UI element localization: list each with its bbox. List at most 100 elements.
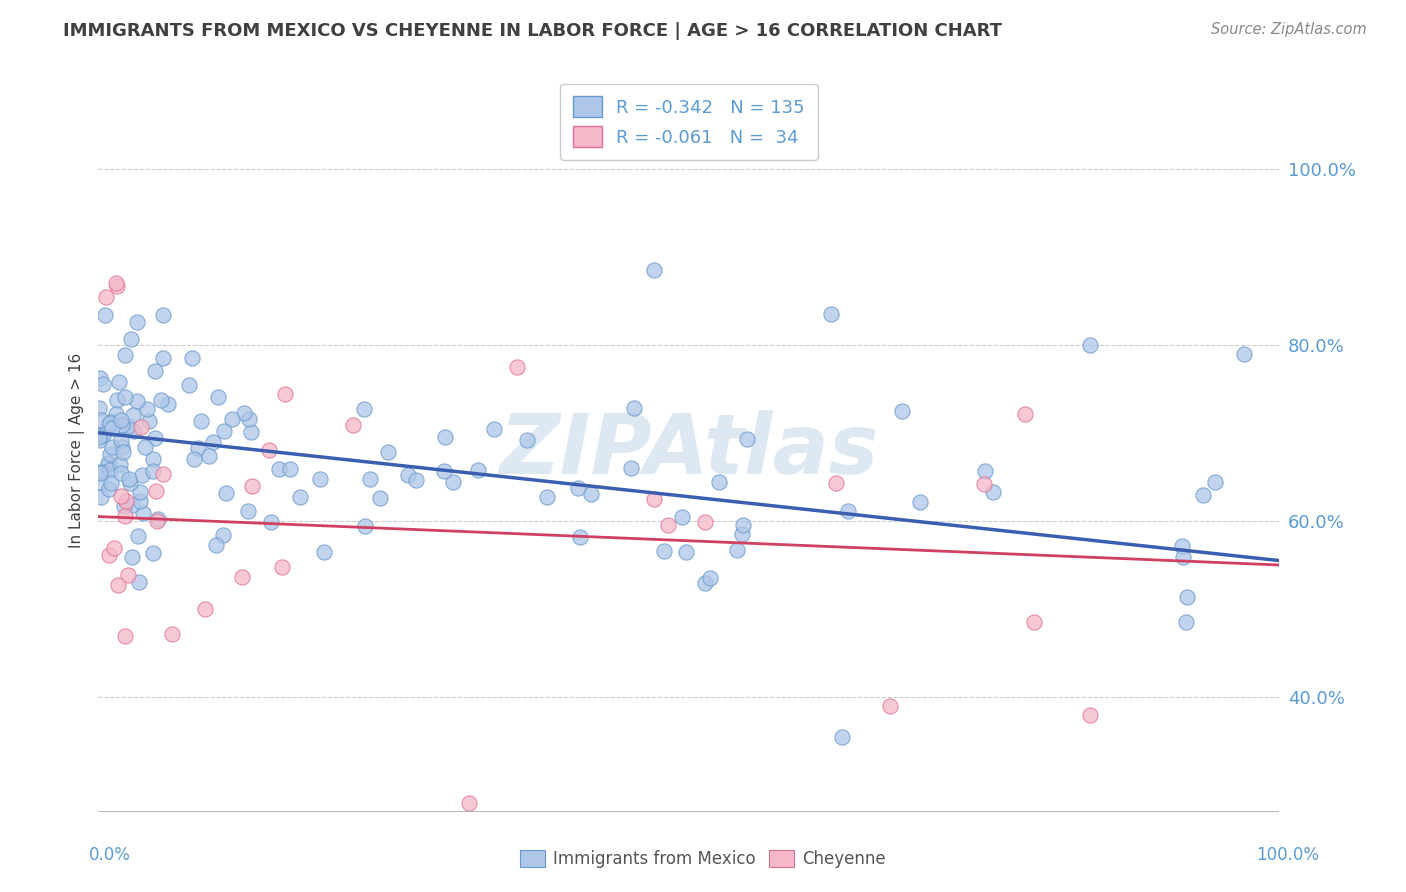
Point bbox=[359, 472, 381, 486]
Point bbox=[353, 401, 375, 416]
Point bbox=[1192, 488, 1215, 502]
Point bbox=[198, 450, 221, 464]
Point bbox=[108, 457, 131, 471]
Point bbox=[657, 517, 679, 532]
Point bbox=[105, 276, 128, 290]
Point bbox=[731, 527, 754, 541]
Point bbox=[89, 466, 111, 480]
Point bbox=[131, 467, 153, 482]
Point bbox=[342, 418, 364, 433]
Point bbox=[87, 466, 110, 480]
Point bbox=[160, 626, 183, 640]
Point bbox=[100, 476, 122, 491]
Point bbox=[152, 308, 174, 322]
Point bbox=[240, 479, 263, 493]
Point bbox=[118, 472, 141, 486]
Point bbox=[202, 434, 225, 449]
Point bbox=[110, 433, 132, 447]
Point bbox=[620, 461, 643, 475]
Point bbox=[122, 424, 145, 438]
Point bbox=[127, 529, 149, 543]
Point bbox=[643, 262, 665, 277]
Point bbox=[908, 494, 931, 508]
Point bbox=[114, 508, 136, 523]
Point bbox=[432, 464, 454, 478]
Point bbox=[890, 404, 912, 418]
Point bbox=[143, 431, 166, 445]
Point bbox=[675, 545, 697, 559]
Point bbox=[105, 407, 128, 421]
Point bbox=[117, 419, 139, 434]
Point bbox=[312, 545, 335, 559]
Point bbox=[212, 424, 235, 438]
Point bbox=[1080, 337, 1102, 351]
Point bbox=[114, 390, 136, 404]
Point bbox=[101, 441, 124, 455]
Point bbox=[568, 530, 591, 544]
Point bbox=[204, 538, 226, 552]
Point bbox=[98, 463, 121, 477]
Text: IMMIGRANTS FROM MEXICO VS CHEYENNE IN LABOR FORCE | AGE > 16 CORRELATION CHART: IMMIGRANTS FROM MEXICO VS CHEYENNE IN LA… bbox=[63, 22, 1002, 40]
Point bbox=[142, 464, 165, 478]
Point bbox=[128, 485, 150, 500]
Point bbox=[122, 408, 145, 422]
Point bbox=[152, 467, 174, 481]
Point bbox=[837, 504, 859, 518]
Point bbox=[187, 441, 209, 455]
Point bbox=[405, 473, 427, 487]
Point bbox=[693, 515, 716, 529]
Point bbox=[623, 401, 645, 415]
Point bbox=[267, 462, 290, 476]
Point bbox=[110, 466, 132, 480]
Point bbox=[974, 464, 997, 478]
Point bbox=[725, 543, 748, 558]
Point bbox=[221, 412, 243, 426]
Point bbox=[505, 359, 527, 374]
Point bbox=[134, 440, 156, 454]
Point bbox=[152, 351, 174, 365]
Text: ZIPAtlas: ZIPAtlas bbox=[499, 410, 879, 491]
Point bbox=[278, 462, 301, 476]
Point bbox=[671, 509, 693, 524]
Point bbox=[89, 475, 111, 489]
Point bbox=[1175, 615, 1198, 629]
Point bbox=[89, 434, 111, 448]
Point bbox=[396, 468, 419, 483]
Point bbox=[131, 506, 153, 520]
Point bbox=[145, 483, 167, 498]
Point bbox=[89, 371, 111, 385]
Point bbox=[110, 413, 132, 427]
Point bbox=[98, 448, 121, 462]
Point bbox=[111, 445, 134, 459]
Point bbox=[183, 451, 205, 466]
Point bbox=[111, 418, 134, 433]
Point bbox=[567, 481, 589, 495]
Point bbox=[516, 433, 538, 447]
Text: 0.0%: 0.0% bbox=[89, 846, 131, 863]
Point bbox=[274, 387, 297, 401]
Point bbox=[107, 375, 129, 389]
Point bbox=[579, 487, 602, 501]
Legend: R = -0.342   N = 135, R = -0.061   N =  34: R = -0.342 N = 135, R = -0.061 N = 34 bbox=[561, 84, 817, 160]
Point bbox=[1022, 615, 1045, 629]
Point bbox=[93, 376, 115, 391]
Point bbox=[156, 397, 179, 411]
Point bbox=[735, 432, 758, 446]
Point bbox=[98, 415, 121, 429]
Point bbox=[89, 430, 111, 444]
Point bbox=[115, 493, 138, 508]
Point bbox=[981, 485, 1004, 500]
Point bbox=[434, 430, 457, 444]
Point bbox=[117, 568, 139, 582]
Point bbox=[1175, 591, 1198, 605]
Point bbox=[90, 413, 112, 427]
Point bbox=[831, 730, 853, 744]
Point bbox=[467, 463, 489, 477]
Point bbox=[652, 544, 675, 558]
Point bbox=[142, 452, 165, 467]
Point bbox=[1080, 707, 1102, 722]
Point bbox=[1171, 539, 1194, 553]
Point bbox=[120, 332, 142, 346]
Point bbox=[110, 490, 132, 504]
Point bbox=[105, 392, 128, 407]
